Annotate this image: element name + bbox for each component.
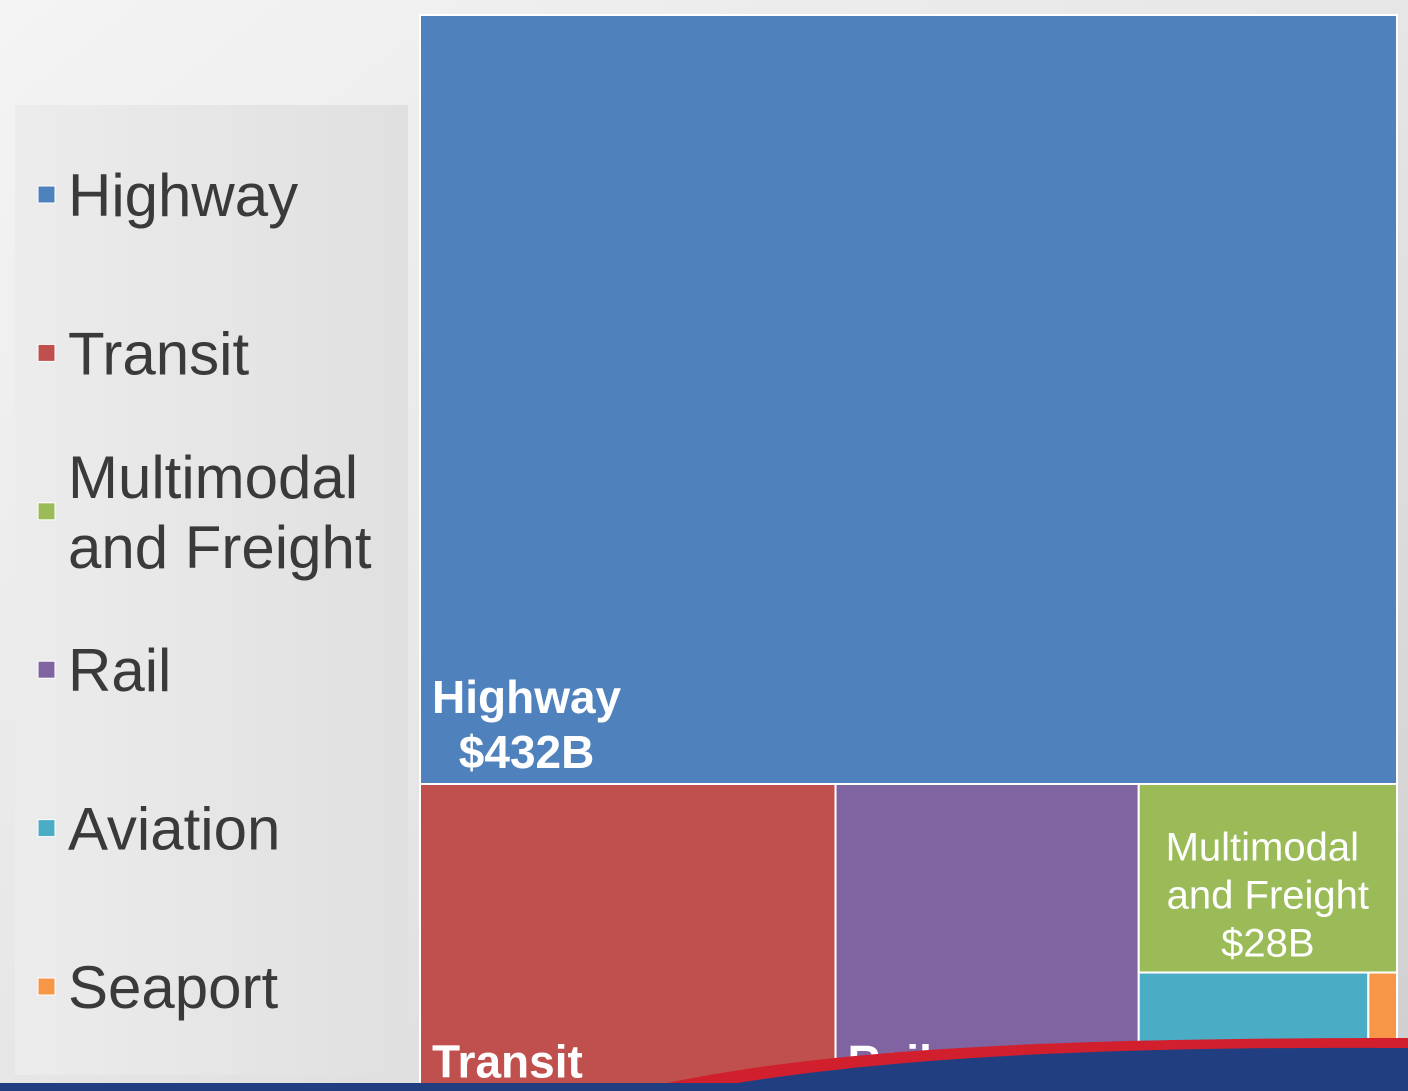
legend-label: Seaport xyxy=(68,954,278,1021)
tile xyxy=(834,783,1140,1091)
tile xyxy=(1137,783,1398,974)
legend: Highway Transit Multimodal and Freight Rail… xyxy=(37,162,375,1021)
legend-marker xyxy=(37,819,56,838)
tile-value-label: $28B xyxy=(1221,922,1314,966)
text-line: Transit xyxy=(68,320,249,387)
legend-marker xyxy=(37,502,56,521)
slide-decoration xyxy=(0,1038,1408,1091)
text-line: Highway xyxy=(432,671,622,723)
legend-marker xyxy=(37,185,56,204)
legend-label: Rail xyxy=(68,637,171,704)
tile-name: Highway xyxy=(432,671,622,723)
tile-label-group: Highway$432B xyxy=(432,671,622,778)
blue-band xyxy=(0,1083,1408,1091)
legend-label: Multimodal and Freight xyxy=(68,444,375,581)
text-line: Rail xyxy=(68,637,171,704)
legend-marker xyxy=(37,660,56,679)
legend-marker xyxy=(37,977,56,996)
text-line: Transit xyxy=(432,1036,583,1088)
legend-box xyxy=(15,105,408,1075)
text-line: and Freight xyxy=(1167,874,1369,918)
legend-label: Aviation xyxy=(68,796,280,863)
tile xyxy=(419,14,1398,785)
tile-name: Transit xyxy=(432,1036,583,1088)
tile-value-label: $432B xyxy=(459,726,595,778)
tile-label-group: Multimodal and Freight$28B xyxy=(1166,826,1371,966)
tile-name: Multimodal and Freight xyxy=(1166,826,1371,918)
legend-label: Transit xyxy=(68,320,249,387)
tile-label-group: Transit xyxy=(432,1036,583,1088)
text-line: Multimodal xyxy=(1166,826,1371,870)
text-line: Multimodal xyxy=(68,444,375,511)
text-line: and Freight xyxy=(68,514,372,581)
text-line: Aviation xyxy=(68,796,280,863)
text-line: Highway xyxy=(68,162,298,229)
legend-marker xyxy=(37,343,56,362)
legend-label: Highway xyxy=(68,162,298,229)
blue-swoosh xyxy=(690,1047,1408,1091)
text-line: Seaport xyxy=(68,954,278,1021)
treemap: Highway$432BTransitRailMultimodal and Fr… xyxy=(419,14,1398,1091)
